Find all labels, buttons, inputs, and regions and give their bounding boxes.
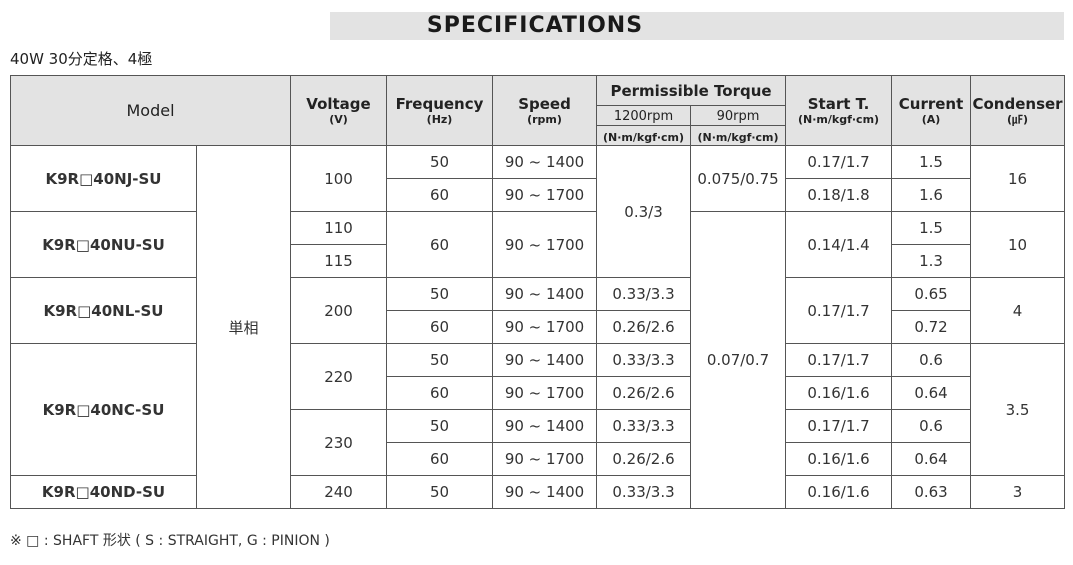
speed-cell: 90 ~ 1400 <box>492 409 598 443</box>
speed-cell: 90 ~ 1400 <box>492 277 598 311</box>
condenser-cell: 3 <box>970 475 1066 509</box>
condenser-cell: 10 <box>970 211 1066 278</box>
torque-1200-cell: 0.33/3.3 <box>596 475 692 509</box>
voltage-cell: 230 <box>290 409 388 476</box>
specifications-table: Model Voltage (V) Frequency (Hz) Speed (rpm… <box>9 75 1066 509</box>
speed-cell: 90 ~ 1400 <box>492 475 598 509</box>
current-cell: 1.3 <box>891 244 972 278</box>
start-torque-cell: 0.14/1.4 <box>785 211 893 278</box>
header-condenser: Condenser (㎌) <box>970 75 1066 146</box>
torque-1200-cell: 0.3/3 <box>596 145 692 278</box>
model-cell: K9R□40NJ-SU <box>10 145 197 212</box>
torque-1200-cell: 0.33/3.3 <box>596 409 692 443</box>
table-row: 60 90 ~ 1700 0.26/2.6 0.72 <box>11 310 1065 344</box>
header-frequency: Frequency (Hz) <box>386 75 494 146</box>
rating-subtitle: 40W 30分定格、4極 <box>10 50 153 68</box>
start-torque-cell: 0.17/1.7 <box>785 409 893 443</box>
table-row: K9R□40NC-SU 220 50 90 ~ 1400 0.33/3.3 0.… <box>10 343 1066 476</box>
torque-1200-cell: 0.26/2.6 <box>596 442 692 476</box>
frequency-cell: 60 <box>386 376 494 410</box>
model-cell: K9R□40ND-SU <box>10 475 197 509</box>
header-voltage: Voltage (V) <box>290 75 388 146</box>
speed-cell: 90 ~ 1700 <box>492 211 598 278</box>
current-cell: 0.63 <box>891 475 972 509</box>
page-title: SPECIFICATIONS <box>426 13 644 38</box>
frequency-cell: 60 <box>386 211 494 278</box>
voltage-cell: 240 <box>290 475 388 509</box>
voltage-cell: 220 <box>290 343 388 410</box>
start-torque-cell: 0.16/1.6 <box>785 475 893 509</box>
start-torque-cell: 0.17/1.7 <box>785 145 893 179</box>
table-row: K9R□40ND-SU 240 50 90 ~ 1400 0.33/3.3 0.… <box>10 475 1066 509</box>
torque-1200-cell: 0.33/3.3 <box>596 343 692 377</box>
header-torque-90rpm: 90rpm <box>690 105 787 126</box>
frequency-cell: 50 <box>386 277 494 311</box>
model-cell: K9R□40NU-SU <box>10 211 197 278</box>
condenser-cell: 3.5 <box>970 343 1066 476</box>
voltage-cell: 200 <box>290 277 388 344</box>
current-cell: 0.6 <box>891 343 972 377</box>
header-model: Model <box>9 75 292 146</box>
header-torque-1200rpm: 1200rpm <box>596 105 692 126</box>
table-row: K9R□40NL-SU 200 50 90 ~ 1400 0.33/3.3 0.… <box>10 277 1066 344</box>
table-row: 230 50 90 ~ 1400 0.33/3.3 0.17/1.7 0.6 <box>11 409 1065 476</box>
frequency-cell: 60 <box>386 178 494 212</box>
table-row: 60 90 ~ 1700 0.18/1.8 1.6 <box>11 178 1065 212</box>
table-row: K9R□40NU-SU 110 60 90 ~ 1700 0.07/0.7 0.… <box>10 211 1066 509</box>
header-permissible-torque: Permissible Torque <box>596 75 787 106</box>
current-cell: 1.5 <box>891 211 972 245</box>
frequency-cell: 50 <box>386 343 494 377</box>
torque-1200-cell: 0.26/2.6 <box>596 310 692 344</box>
current-cell: 1.6 <box>891 178 972 212</box>
header-torque-90rpm-unit: (N·m/kgf·cm) <box>690 125 787 146</box>
start-torque-cell: 0.18/1.8 <box>785 178 893 212</box>
table-row: 115 1.3 <box>11 244 1065 278</box>
start-torque-cell: 0.17/1.7 <box>785 277 893 344</box>
speed-cell: 90 ~ 1700 <box>492 310 598 344</box>
current-cell: 0.64 <box>891 442 972 476</box>
model-cell: K9R□40NL-SU <box>10 277 197 344</box>
speed-cell: 90 ~ 1400 <box>492 343 598 377</box>
header-current: Current (A) <box>891 75 972 146</box>
table-row: K9R□40NJ-SU 単相 100 50 90 ~ 1400 0.3/3 0.… <box>10 145 1066 509</box>
condenser-cell: 4 <box>970 277 1066 344</box>
torque-90-cell: 0.075/0.75 <box>690 145 787 212</box>
current-cell: 0.6 <box>891 409 972 443</box>
condenser-cell: 16 <box>970 145 1066 212</box>
voltage-cell: 115 <box>290 244 388 278</box>
header-start-torque: Start T. (N·m/kgf·cm) <box>785 75 893 146</box>
phase-cell: 単相 <box>195 145 292 509</box>
frequency-cell: 50 <box>386 475 494 509</box>
frequency-cell: 60 <box>386 442 494 476</box>
torque-90-cell: 0.07/0.7 <box>690 211 787 509</box>
model-cell: K9R□40NC-SU <box>10 343 197 476</box>
table-row: 60 90 ~ 1700 0.26/2.6 0.16/1.6 0.64 <box>11 376 1065 410</box>
start-torque-cell: 0.16/1.6 <box>785 376 893 410</box>
speed-cell: 90 ~ 1400 <box>492 145 598 179</box>
start-torque-cell: 0.17/1.7 <box>785 343 893 377</box>
torque-1200-cell: 0.33/3.3 <box>596 277 692 311</box>
current-cell: 0.72 <box>891 310 972 344</box>
frequency-cell: 50 <box>386 409 494 443</box>
current-cell: 0.64 <box>891 376 972 410</box>
speed-cell: 90 ~ 1700 <box>492 376 598 410</box>
title-bar <box>330 12 1064 40</box>
header-speed: Speed (rpm) <box>492 75 598 146</box>
voltage-cell: 110 <box>290 211 388 245</box>
current-cell: 0.65 <box>891 277 972 311</box>
voltage-cell: 100 <box>290 145 388 212</box>
shaft-footnote: ※ □ : SHAFT 形状 ( S : STRAIGHT, G : PINIO… <box>10 533 330 549</box>
frequency-cell: 60 <box>386 310 494 344</box>
frequency-cell: 50 <box>386 145 494 179</box>
start-torque-cell: 0.16/1.6 <box>785 442 893 476</box>
torque-1200-cell: 0.26/2.6 <box>596 376 692 410</box>
header-torque-1200rpm-unit: (N·m/kgf·cm) <box>596 125 692 146</box>
speed-cell: 90 ~ 1700 <box>492 178 598 212</box>
speed-cell: 90 ~ 1700 <box>492 442 598 476</box>
current-cell: 1.5 <box>891 145 972 179</box>
